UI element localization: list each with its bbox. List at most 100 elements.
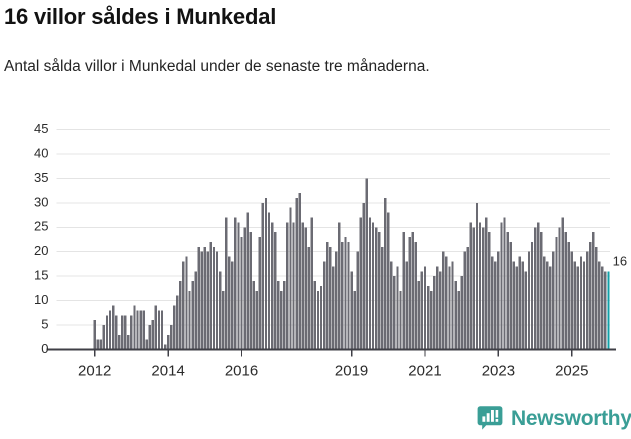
bar bbox=[136, 310, 139, 350]
bar bbox=[564, 232, 567, 350]
bar bbox=[139, 310, 142, 350]
x-axis-tick-label: 2014 bbox=[151, 363, 184, 380]
bar bbox=[463, 251, 466, 350]
bar bbox=[304, 227, 307, 350]
bar bbox=[488, 232, 491, 350]
bar bbox=[176, 295, 179, 350]
bar bbox=[604, 271, 607, 350]
bar bbox=[356, 251, 359, 350]
bar bbox=[93, 320, 96, 350]
bar bbox=[579, 256, 583, 350]
bar bbox=[243, 227, 246, 350]
bar bbox=[286, 222, 289, 350]
bar bbox=[494, 261, 497, 350]
bar bbox=[500, 222, 503, 350]
bar bbox=[325, 241, 329, 350]
bar bbox=[576, 266, 580, 350]
bar bbox=[151, 320, 155, 350]
bar bbox=[527, 251, 531, 350]
bar bbox=[420, 271, 424, 350]
bar bbox=[329, 246, 332, 350]
bar bbox=[319, 285, 323, 350]
bar bbox=[521, 261, 525, 350]
bar bbox=[439, 271, 442, 350]
y-axis-tick-label: 35 bbox=[34, 170, 48, 185]
bar bbox=[460, 276, 463, 350]
bar bbox=[231, 261, 234, 350]
bar bbox=[405, 261, 408, 350]
bar bbox=[212, 246, 216, 350]
bar bbox=[503, 217, 506, 350]
bar bbox=[588, 241, 592, 350]
bar bbox=[546, 261, 549, 350]
bar bbox=[570, 251, 573, 350]
bar bbox=[157, 310, 161, 350]
bar bbox=[228, 256, 231, 350]
bar bbox=[105, 315, 109, 350]
bar bbox=[417, 281, 421, 350]
bar bbox=[601, 266, 604, 350]
bar bbox=[173, 305, 176, 350]
bar bbox=[142, 310, 145, 350]
y-axis-tick-label: 10 bbox=[34, 292, 48, 307]
bar bbox=[472, 227, 476, 350]
bar bbox=[359, 217, 362, 350]
x-axis-tick-label: 2025 bbox=[555, 363, 588, 380]
bar bbox=[307, 246, 310, 350]
bar bbox=[365, 178, 369, 350]
bar bbox=[448, 266, 451, 350]
bar bbox=[121, 315, 124, 350]
bar bbox=[148, 325, 151, 350]
bar bbox=[414, 241, 418, 350]
bar bbox=[540, 232, 543, 350]
bar bbox=[347, 241, 350, 350]
bar bbox=[194, 271, 197, 350]
bar bbox=[399, 290, 402, 350]
bar bbox=[264, 197, 268, 350]
bar bbox=[555, 237, 558, 350]
bar bbox=[466, 246, 469, 350]
bar bbox=[549, 266, 552, 350]
bar bbox=[316, 290, 320, 350]
bar bbox=[341, 241, 344, 350]
bar bbox=[558, 227, 561, 350]
bar bbox=[221, 290, 225, 350]
bar bbox=[225, 217, 228, 350]
bar bbox=[166, 334, 170, 350]
y-axis-ticks: 0 5 10 15 20 25 30 35 40 45 bbox=[34, 121, 48, 356]
bar bbox=[209, 241, 213, 350]
bar bbox=[595, 246, 598, 350]
bar bbox=[530, 241, 534, 350]
bar bbox=[102, 325, 106, 350]
bar bbox=[277, 281, 280, 350]
bar bbox=[353, 290, 356, 350]
bar bbox=[118, 334, 121, 350]
bar bbox=[411, 232, 414, 350]
x-axis-tick-label: 2023 bbox=[482, 363, 515, 380]
y-axis-tick-label: 0 bbox=[41, 341, 48, 356]
bar bbox=[567, 241, 570, 350]
bar bbox=[185, 256, 188, 350]
x-axis-tick-label: 2019 bbox=[335, 363, 368, 380]
x-axis-tick-label: 2012 bbox=[78, 363, 111, 380]
bar bbox=[191, 281, 194, 350]
bar bbox=[111, 305, 115, 350]
bar bbox=[396, 266, 399, 350]
bar bbox=[515, 266, 518, 350]
bar bbox=[344, 237, 347, 350]
y-axis-tick-label: 45 bbox=[34, 121, 48, 136]
bar bbox=[402, 232, 405, 350]
bar bbox=[436, 266, 439, 350]
bar bbox=[283, 281, 286, 350]
bar bbox=[426, 285, 430, 350]
bar bbox=[497, 251, 500, 350]
bar bbox=[124, 315, 127, 350]
x-axis-ticks: 2012 2014 2016 2019 2021 2023 2025 bbox=[78, 349, 588, 380]
bar bbox=[289, 207, 292, 350]
bar bbox=[384, 197, 387, 350]
grid-lines bbox=[56, 129, 610, 326]
bar bbox=[338, 222, 341, 350]
bar bbox=[598, 261, 601, 350]
bar bbox=[475, 202, 479, 350]
